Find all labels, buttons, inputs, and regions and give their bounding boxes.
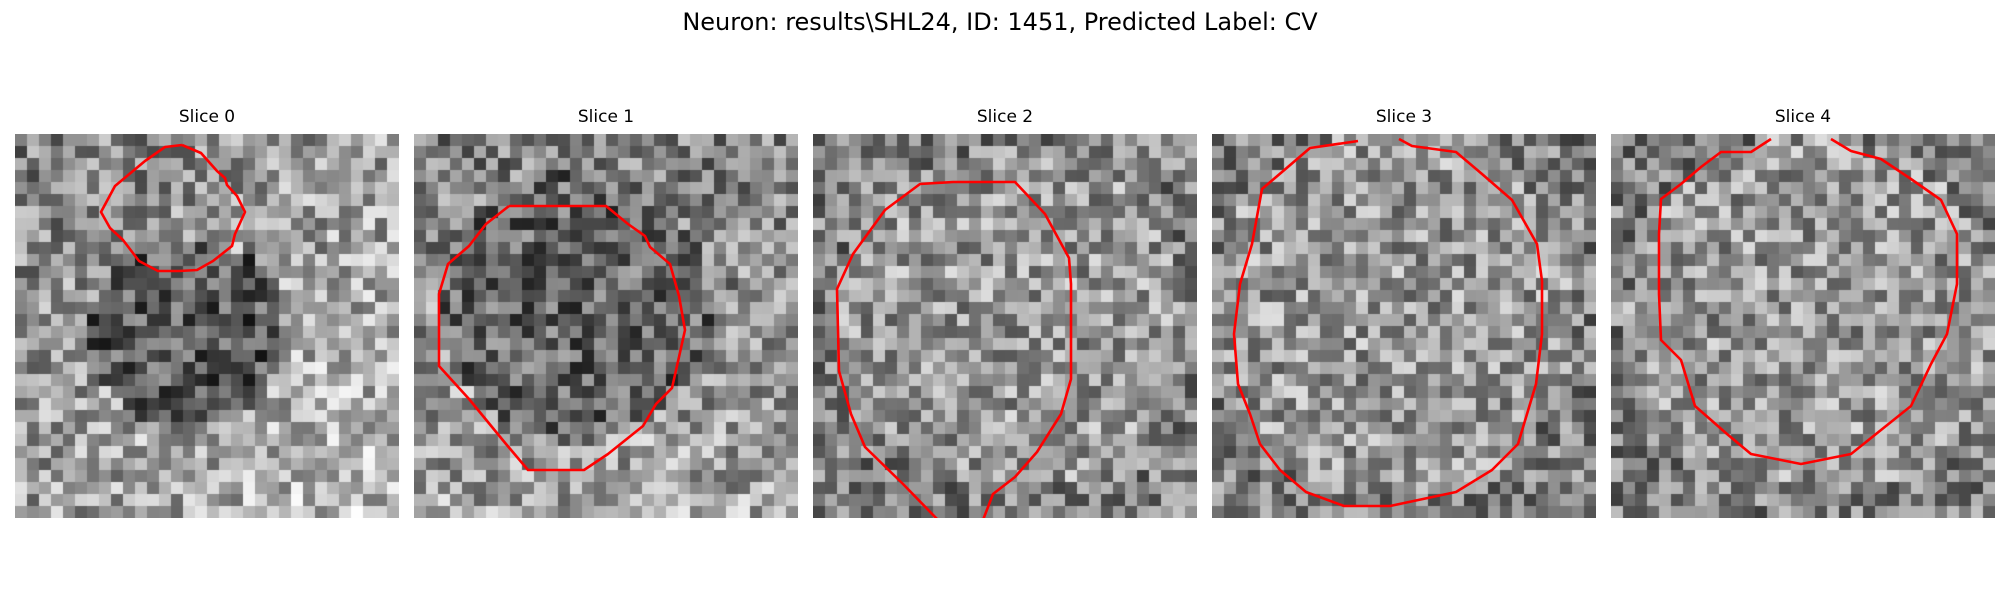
slice-panel-2: Slice 2 [813,106,1197,518]
slice-panel-0: Slice 0 [15,106,399,518]
roi-contour [437,204,687,472]
slice-image [1611,134,1995,518]
slice-panel-4: Slice 4 [1611,106,1995,518]
grayscale-pixel-image [1611,134,1995,518]
slice-panel-3: Slice 3 [1212,106,1596,518]
roi-contour [1232,137,1544,508]
roi-contour [1657,137,1959,466]
slice-title: Slice 2 [976,107,1034,127]
slice-image [1212,134,1596,518]
slice-image [15,134,399,518]
grayscale-pixel-image [15,134,399,518]
slice-image [414,134,798,518]
slice-title: Slice 0 [178,107,236,127]
roi-contour [835,180,1073,518]
grayscale-pixel-image [813,134,1197,518]
slice-title: Slice 1 [577,107,635,127]
roi-contour [99,143,247,273]
slice-title: Slice 4 [1774,107,1832,127]
grayscale-pixel-image [1212,134,1596,518]
slice-panel-1: Slice 1 [414,106,798,518]
figure-title: Neuron: results\SHL24, ID: 1451, Predict… [682,8,1318,36]
slice-title: Slice 3 [1375,107,1433,127]
slice-image [813,134,1197,518]
